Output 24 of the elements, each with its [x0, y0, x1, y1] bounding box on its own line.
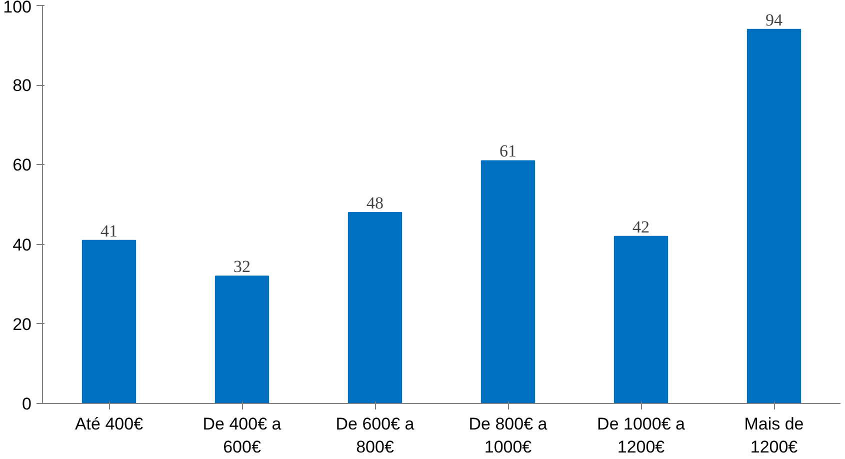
data-label: 61	[500, 142, 516, 161]
y-tick-label: 20	[12, 314, 32, 334]
data-label: 48	[366, 193, 384, 212]
data-label: 32	[234, 257, 250, 276]
bar	[746, 28, 802, 404]
y-tick-label: 0	[22, 394, 32, 414]
bar	[614, 236, 668, 404]
y-tick-label: 60	[12, 156, 32, 175]
bar	[480, 160, 536, 404]
bar	[348, 212, 402, 404]
x-tick-label: De 400€ a 600€	[202, 414, 282, 456]
y-tick-label: 80	[12, 76, 32, 96]
bar	[82, 240, 136, 404]
x-tick-label: De 800€ a 1000€	[468, 414, 548, 456]
x-tick-label: Até 400€	[74, 414, 144, 434]
data-label: 94	[766, 10, 783, 30]
x-tick-label: Mais de 1200€	[744, 414, 804, 456]
y-tick-label: 100	[3, 0, 32, 16]
x-tick-label: De 1000€ a 1200€	[597, 414, 686, 456]
data-label: 42	[632, 217, 650, 236]
x-tick-label: De 600€ a 800€	[336, 414, 415, 456]
data-label: 41	[100, 221, 118, 240]
bar	[214, 276, 270, 404]
y-tick-label: 40	[12, 235, 32, 254]
